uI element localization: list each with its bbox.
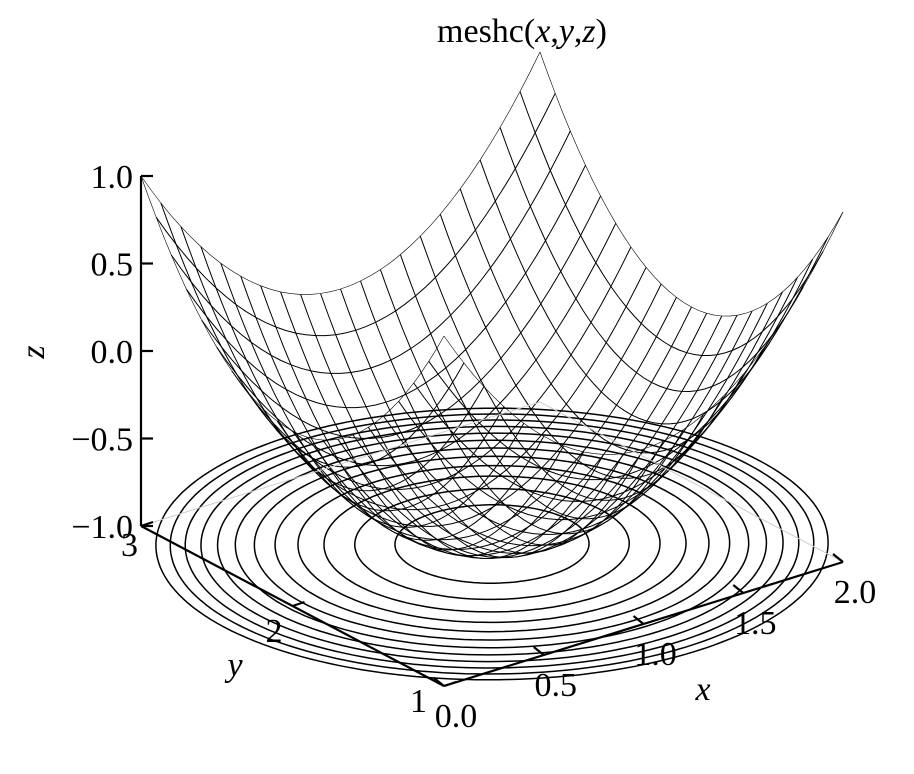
y-tick <box>443 680 457 688</box>
mesh-line-y <box>170 130 571 374</box>
x-tick-label: 0.5 <box>535 667 578 704</box>
mesh-line-y <box>276 297 677 541</box>
contour-line <box>169 413 815 675</box>
x-tick-label: 1.5 <box>734 605 777 642</box>
x-tick <box>832 553 844 563</box>
mesh-line-y <box>307 313 708 557</box>
mesh-line-y <box>413 258 814 502</box>
z-tick-label: −1.0 <box>71 509 133 546</box>
x-tick-label: 2.0 <box>834 574 877 611</box>
title-part-comma-1: , <box>550 13 559 50</box>
mesh-line-x <box>499 127 804 393</box>
mesh-line-x <box>140 175 445 441</box>
z-tick-label: 0.0 <box>91 334 134 371</box>
y-tick <box>140 520 154 528</box>
y-tick-label: 2 <box>266 613 283 650</box>
mesh-line-x <box>459 188 764 454</box>
y-tick <box>292 600 305 608</box>
title-part-comma-2: , <box>574 13 583 50</box>
title-part-close: ) <box>596 13 607 50</box>
mesh-line-x <box>280 291 585 557</box>
mesh-line-x <box>379 269 684 535</box>
surface-mesh <box>140 51 844 560</box>
title-part-z: z <box>581 13 595 50</box>
mesh-line-y <box>261 283 662 527</box>
contour-line <box>184 419 800 669</box>
mesh-line-y <box>155 93 556 337</box>
mesh-line-y <box>201 195 602 439</box>
mesh-line-y <box>231 246 632 490</box>
mesh-line-y <box>398 277 798 521</box>
contour-line <box>274 455 710 633</box>
title-part-x: x <box>534 13 550 50</box>
x-tick <box>632 615 645 625</box>
mesh-line-x <box>439 214 744 479</box>
z-axis-label: z <box>15 345 52 359</box>
y-tick-label: 3 <box>121 527 138 564</box>
chart-title: meshc(x,y,z) <box>437 13 607 50</box>
contour-line <box>394 504 590 584</box>
x-tick <box>433 677 445 687</box>
mesh-line-x <box>360 280 664 546</box>
mesh-line-y <box>246 267 647 511</box>
mesh-line-x <box>539 51 844 317</box>
y-axis-label: y <box>224 647 243 684</box>
mesh-line-x <box>519 91 824 356</box>
title-part-func: meshc( <box>437 13 535 50</box>
mesh-line-y <box>140 51 541 295</box>
mesh-line-y <box>292 306 692 550</box>
contour-line <box>216 432 768 656</box>
contour-line <box>234 439 750 649</box>
z-tick-label: −0.5 <box>71 422 133 459</box>
mesh-line-x <box>419 236 724 501</box>
z-tick-label: 1.0 <box>91 159 134 196</box>
x-axis-label: x <box>694 671 710 708</box>
axes <box>139 174 844 688</box>
z-tick-label: 0.5 <box>91 247 134 284</box>
x-tick <box>533 646 545 656</box>
tick-labels: 1.0 0.5 0.0 −0.5 −1.0 1 2 3 0.0 0.5 1.0 1.5 2.0 <box>71 159 876 735</box>
contour-line <box>297 464 687 624</box>
floor-back-edge <box>140 401 844 563</box>
mesh-line-y <box>216 223 617 467</box>
contour-line <box>155 407 829 681</box>
x-tick <box>732 584 744 594</box>
mesh-line-x <box>399 254 704 520</box>
mesh-line-y <box>185 164 586 409</box>
title-part-y: y <box>556 13 575 50</box>
y-tick-label: 1 <box>410 683 427 720</box>
contour-line <box>354 487 630 601</box>
x-tick-label: 0.0 <box>435 698 478 735</box>
contour-line <box>323 475 661 613</box>
x-tick-label: 1.0 <box>634 636 677 673</box>
mesh-line-y <box>428 237 829 481</box>
mesh-line-x <box>479 159 784 425</box>
